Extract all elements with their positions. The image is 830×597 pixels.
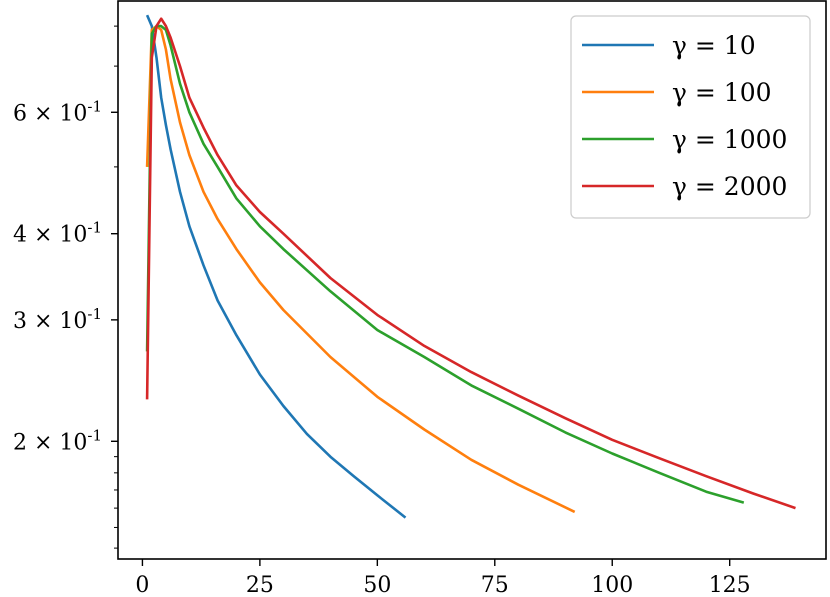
- series-line-2: [145, 24, 745, 504]
- x-tick-label: 125: [709, 573, 751, 597]
- series-line-1: [145, 24, 576, 514]
- y-tick-label: 3 × 10-1: [13, 305, 102, 334]
- x-tick-label: 25: [246, 573, 274, 597]
- x-tick-label: 75: [481, 573, 509, 597]
- legend-label: γ = 2000: [672, 172, 787, 201]
- x-tick-label: 0: [135, 573, 149, 597]
- x-tick-label: 100: [591, 573, 633, 597]
- y-tick-label: 4 × 10-1: [13, 219, 102, 248]
- legend-label: γ = 10: [672, 31, 756, 60]
- legend-label: γ = 100: [672, 78, 772, 107]
- x-tick-label: 50: [363, 573, 391, 597]
- series-line-3: [145, 17, 796, 510]
- x-axis: 0 25 50 75 100 125: [135, 559, 751, 597]
- series-line-0: [145, 14, 407, 519]
- legend-label: γ = 1000: [672, 125, 787, 154]
- y-tick-label: 6 × 10-1: [13, 97, 102, 126]
- y-axis: 2 × 10-1 3 × 10-1 4 × 10-1 6 × 10-1: [13, 25, 118, 549]
- series-layer: [145, 14, 796, 519]
- y-tick-label: 2 × 10-1: [13, 426, 102, 455]
- legend-box: [570, 15, 811, 219]
- plot-frame: [117, 0, 827, 560]
- legend: γ = 10 γ = 100 γ = 1000 γ = 2000: [570, 15, 811, 219]
